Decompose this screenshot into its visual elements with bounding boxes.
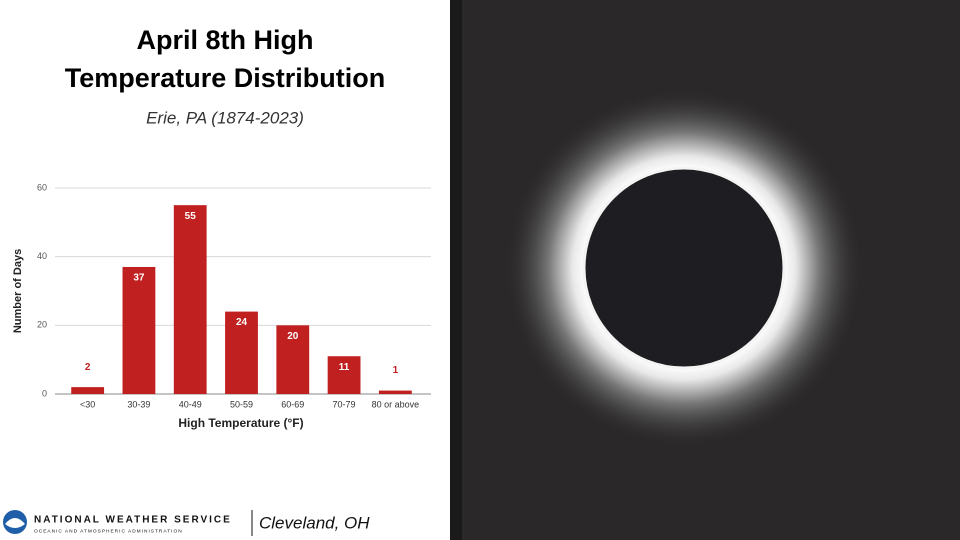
y-tick-label: 0 [42,388,47,398]
data-label: 1 [393,365,399,376]
bar [122,266,156,394]
x-tick-label: 30-39 [127,399,150,409]
left-panel [0,0,450,540]
office-name: Cleveland, OH [259,513,370,532]
data-label: 11 [339,362,350,373]
bar [327,356,361,394]
x-tick-label: <30 [80,399,95,409]
subtitle: Erie, PA (1874-2023) [146,108,304,127]
y-tick-label: 60 [37,182,47,192]
photo-edge [450,0,462,540]
x-tick-label: 70-79 [333,399,356,409]
data-label: 20 [287,331,299,342]
y-tick-label: 20 [37,320,47,330]
moon [582,166,786,370]
bar [378,390,412,394]
agency-subtitle: OCEANIC AND ATMOSPHERIC ADMINISTRATION [34,528,183,534]
bar [276,325,310,394]
data-label: 55 [185,211,197,222]
x-axis-label: High Temperature (°F) [178,416,303,430]
x-tick-label: 80 or above [372,399,420,409]
y-tick-label: 40 [37,251,47,261]
noaa-logo-wave [5,518,25,528]
title-line: April 8th High [137,25,314,55]
data-label: 37 [133,273,145,284]
bar [71,387,105,394]
bar [225,311,258,394]
x-tick-label: 60-69 [281,399,304,409]
x-tick-label: 40-49 [179,399,202,409]
footer: NATIONAL WEATHER SERVICE OCEANIC AND ATM… [3,510,370,536]
agency-name: NATIONAL WEATHER SERVICE [34,515,232,526]
x-tick-label: 50-59 [230,399,253,409]
bar [173,205,207,394]
data-label: 2 [85,362,91,373]
y-axis-label: Number of Days [12,249,24,333]
title-line: Temperature Distribution [65,63,386,93]
data-label: 24 [236,317,248,328]
